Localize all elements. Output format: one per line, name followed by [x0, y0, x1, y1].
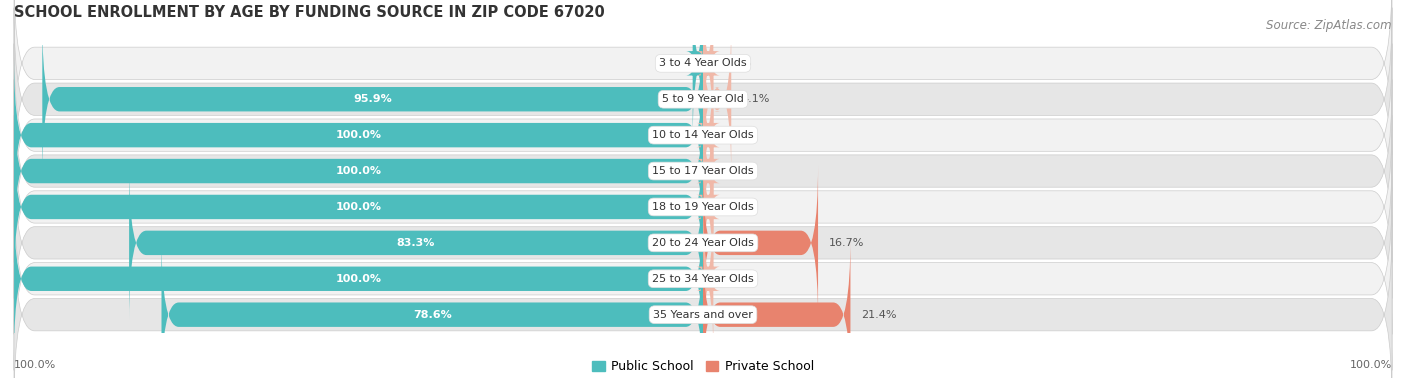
FancyBboxPatch shape — [14, 151, 1392, 335]
FancyBboxPatch shape — [14, 129, 703, 285]
FancyBboxPatch shape — [703, 237, 851, 378]
Text: 78.6%: 78.6% — [413, 310, 451, 320]
Text: 0.0%: 0.0% — [724, 130, 752, 140]
Text: 100.0%: 100.0% — [336, 166, 381, 176]
Text: 100.0%: 100.0% — [336, 274, 381, 284]
Text: 0.0%: 0.0% — [724, 166, 752, 176]
Text: 4.1%: 4.1% — [741, 94, 770, 104]
Text: 15 to 17 Year Olds: 15 to 17 Year Olds — [652, 166, 754, 176]
FancyBboxPatch shape — [14, 0, 1392, 155]
Text: 20 to 24 Year Olds: 20 to 24 Year Olds — [652, 238, 754, 248]
Text: 25 to 34 Year Olds: 25 to 34 Year Olds — [652, 274, 754, 284]
FancyBboxPatch shape — [14, 93, 703, 249]
FancyBboxPatch shape — [14, 223, 1392, 378]
FancyBboxPatch shape — [14, 187, 1392, 370]
FancyBboxPatch shape — [14, 115, 1392, 299]
Legend: Public School, Private School: Public School, Private School — [588, 355, 818, 378]
Text: 0.0%: 0.0% — [724, 202, 752, 212]
Text: 95.9%: 95.9% — [353, 94, 392, 104]
Text: Source: ZipAtlas.com: Source: ZipAtlas.com — [1267, 19, 1392, 32]
Text: 100.0%: 100.0% — [336, 202, 381, 212]
FancyBboxPatch shape — [14, 43, 1392, 227]
FancyBboxPatch shape — [696, 129, 720, 285]
FancyBboxPatch shape — [14, 57, 703, 213]
FancyBboxPatch shape — [696, 201, 720, 356]
Text: 0.0%: 0.0% — [724, 58, 752, 68]
FancyBboxPatch shape — [696, 93, 720, 249]
FancyBboxPatch shape — [696, 0, 720, 141]
Text: 0.0%: 0.0% — [658, 58, 686, 68]
Text: 16.7%: 16.7% — [828, 238, 863, 248]
Text: 18 to 19 Year Olds: 18 to 19 Year Olds — [652, 202, 754, 212]
FancyBboxPatch shape — [162, 237, 703, 378]
FancyBboxPatch shape — [703, 165, 818, 321]
Text: 3 to 4 Year Olds: 3 to 4 Year Olds — [659, 58, 747, 68]
FancyBboxPatch shape — [696, 57, 720, 213]
FancyBboxPatch shape — [14, 201, 703, 356]
Text: 10 to 14 Year Olds: 10 to 14 Year Olds — [652, 130, 754, 140]
Text: 5 to 9 Year Old: 5 to 9 Year Old — [662, 94, 744, 104]
Text: SCHOOL ENROLLMENT BY AGE BY FUNDING SOURCE IN ZIP CODE 67020: SCHOOL ENROLLMENT BY AGE BY FUNDING SOUR… — [14, 5, 605, 20]
Text: 0.0%: 0.0% — [724, 274, 752, 284]
Text: 83.3%: 83.3% — [396, 238, 436, 248]
FancyBboxPatch shape — [14, 8, 1392, 191]
Text: 100.0%: 100.0% — [336, 130, 381, 140]
FancyBboxPatch shape — [42, 22, 703, 177]
FancyBboxPatch shape — [14, 79, 1392, 263]
Text: 100.0%: 100.0% — [1350, 361, 1392, 370]
FancyBboxPatch shape — [129, 165, 703, 321]
FancyBboxPatch shape — [703, 22, 731, 177]
Text: 35 Years and over: 35 Years and over — [652, 310, 754, 320]
FancyBboxPatch shape — [686, 0, 710, 141]
Text: 100.0%: 100.0% — [14, 361, 56, 370]
Text: 21.4%: 21.4% — [860, 310, 896, 320]
